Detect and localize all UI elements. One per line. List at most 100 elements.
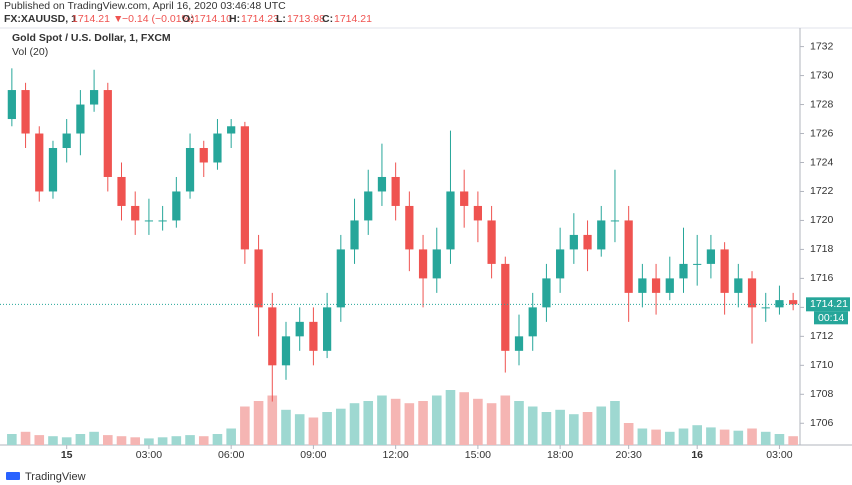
volume-bar	[185, 435, 195, 445]
candle-body	[281, 336, 291, 366]
candle-body	[336, 249, 345, 308]
volume-bar	[171, 436, 182, 445]
candle-body	[734, 278, 743, 293]
candle-body	[446, 191, 455, 250]
candle-body	[583, 234, 592, 250]
volume-bar	[719, 429, 730, 445]
countdown-tag	[814, 311, 848, 325]
candle-body	[62, 133, 71, 149]
volume-bar	[527, 406, 538, 445]
volume-bar	[212, 434, 223, 445]
y-tick-label: 1722	[810, 185, 834, 197]
candle-body	[35, 133, 44, 192]
candle-body	[213, 133, 222, 163]
candle-body	[227, 126, 236, 134]
volume-bar	[48, 436, 58, 445]
volume-bar	[294, 414, 305, 445]
volume-bar	[267, 395, 278, 445]
candle-body	[624, 220, 633, 293]
candle-body	[638, 278, 647, 293]
candle-body	[556, 249, 565, 279]
volume-bar	[418, 401, 428, 445]
candle-body	[158, 220, 167, 222]
volume-bar	[774, 434, 785, 445]
volume-bar	[706, 427, 716, 445]
candle-body	[103, 90, 112, 177]
logo-icon	[6, 472, 20, 480]
price: 1714.21	[72, 13, 110, 25]
volume-bar	[61, 437, 72, 445]
y-tick-label: 1706	[810, 417, 834, 429]
candle-body	[254, 249, 263, 308]
candle-body	[487, 220, 496, 264]
volume-bar	[692, 425, 702, 445]
volume-bar	[610, 401, 620, 445]
candle-body	[240, 126, 249, 250]
low: 1713.98	[287, 13, 325, 25]
volume-bar	[281, 409, 291, 445]
candle-body	[185, 148, 195, 192]
candle-body	[405, 205, 414, 250]
candle-body	[48, 148, 58, 192]
countdown: 00:14	[818, 312, 844, 324]
candle-body	[597, 220, 606, 250]
volume-bar	[226, 428, 236, 445]
candle-body	[350, 220, 359, 250]
volume-bar	[322, 412, 332, 445]
volume-bar	[582, 412, 593, 445]
arrow: ▼	[113, 13, 123, 25]
y-tick-label: 1732	[810, 40, 834, 52]
candle-body	[610, 220, 620, 222]
volume-bar	[431, 395, 442, 445]
volume-bar	[760, 431, 771, 445]
candle-body	[514, 336, 524, 351]
volume-bar	[747, 428, 757, 445]
candle-body	[144, 220, 154, 222]
candle-body	[131, 205, 140, 221]
candle-body	[747, 278, 757, 308]
candle-body	[460, 191, 469, 206]
candle-body	[309, 321, 318, 351]
volume-bar	[363, 401, 374, 445]
volume-bar	[733, 430, 744, 445]
published: Published on TradingView.com, April 16, …	[4, 0, 286, 12]
volume-bar	[390, 398, 401, 445]
candle-body	[117, 176, 126, 206]
candle-body	[21, 90, 30, 134]
volume-bar	[788, 436, 798, 445]
candle-body	[7, 90, 16, 120]
volume-bar	[623, 423, 634, 445]
y-tick-label: 1708	[810, 388, 834, 400]
volume-bar	[349, 403, 360, 445]
candle-body	[789, 300, 798, 305]
candle-body	[775, 300, 784, 308]
volume-bar	[569, 414, 579, 445]
x-tick-label: 18:00	[547, 449, 573, 461]
x-tick-label: 06:00	[218, 449, 244, 461]
candle-body	[651, 278, 661, 293]
candle-body	[528, 307, 537, 337]
candle-body	[377, 176, 387, 192]
volume-bar	[541, 412, 552, 445]
candle-body	[76, 104, 85, 134]
y-tick-label: 1726	[810, 127, 834, 139]
y-tick-label: 1728	[810, 98, 834, 110]
low-label: L:	[276, 13, 286, 25]
y-tick-label: 1710	[810, 359, 834, 371]
y-tick-label: 1730	[810, 69, 834, 81]
brand: TradingView	[25, 471, 86, 483]
volume-bar	[198, 436, 209, 445]
volume-bar	[336, 408, 346, 445]
candle-body	[391, 176, 400, 206]
volume-bar	[34, 435, 45, 445]
candle-body	[569, 234, 578, 250]
candle-body	[323, 307, 332, 351]
volume-bar	[89, 431, 99, 445]
volume-bar	[7, 434, 17, 445]
x-tick-label: 09:00	[300, 449, 326, 461]
volume-bar	[473, 398, 483, 445]
volume-bar	[664, 431, 675, 445]
candle-body	[295, 321, 304, 337]
